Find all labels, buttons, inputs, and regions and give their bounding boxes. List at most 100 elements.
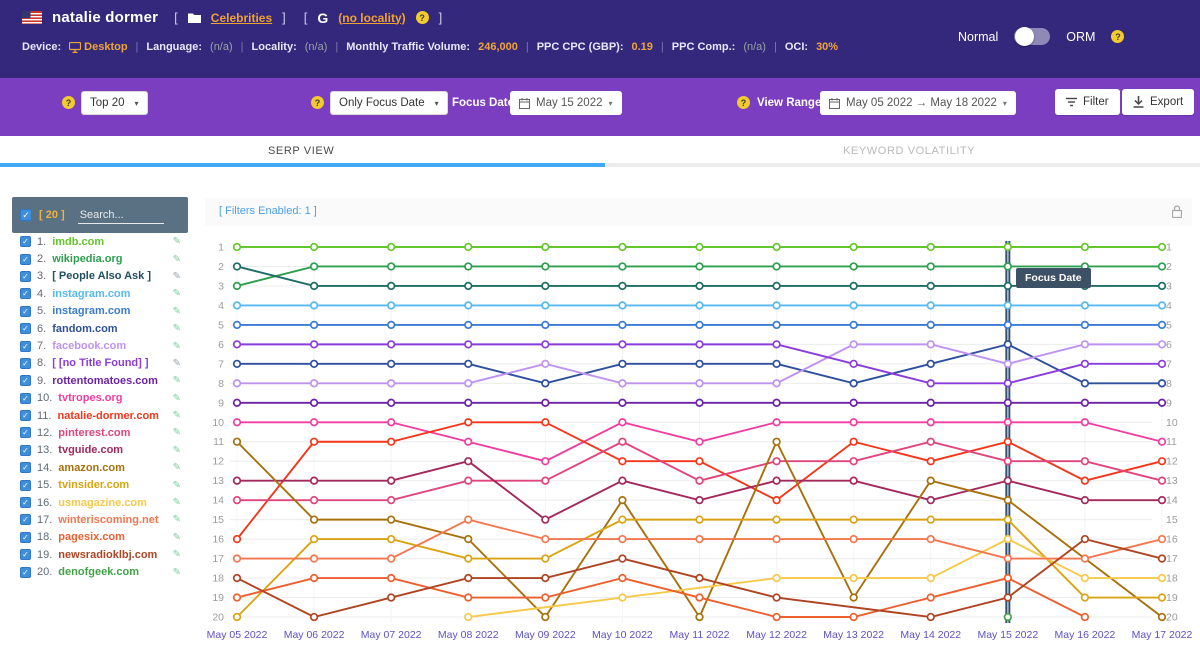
top-n-select[interactable]: Top 20 ▾ [81,91,148,115]
data-point[interactable] [1003,476,1012,485]
data-point[interactable] [309,359,319,368]
data-point[interactable] [232,281,242,291]
data-point[interactable] [387,515,396,524]
data-point[interactable] [695,573,704,583]
data-point[interactable] [926,573,935,583]
data-point[interactable] [541,281,550,291]
edit-pencil-icon[interactable]: ✎ [172,444,181,456]
data-point[interactable] [849,573,858,583]
data-point[interactable] [849,340,858,349]
data-point[interactable] [232,262,242,271]
data-point[interactable] [309,340,319,349]
data-point[interactable] [1003,496,1012,505]
data-point[interactable] [387,320,396,330]
data-point[interactable] [695,320,704,330]
data-point[interactable] [772,242,781,252]
data-point[interactable] [1003,281,1012,291]
data-point[interactable] [849,262,858,271]
data-point[interactable] [1080,593,1090,602]
data-point[interactable] [232,301,242,310]
row-checkbox[interactable]: ✓ [20,392,31,404]
data-point[interactable] [309,496,319,505]
data-point[interactable] [695,340,704,349]
data-point[interactable] [232,398,242,407]
data-point[interactable] [618,320,627,330]
row-checkbox[interactable]: ✓ [20,236,31,248]
data-point[interactable] [926,262,935,271]
data-point[interactable] [695,515,704,524]
data-point[interactable] [618,262,627,271]
orm-help-icon[interactable]: ? [1111,30,1125,43]
data-point[interactable] [926,301,935,310]
data-point[interactable] [1003,379,1012,388]
data-point[interactable] [1080,242,1090,252]
data-point[interactable] [541,515,550,524]
data-point[interactable] [387,379,396,388]
data-point[interactable] [1157,398,1167,407]
row-checkbox[interactable]: ✓ [20,357,31,369]
data-point[interactable] [232,242,242,252]
data-point[interactable] [464,476,473,485]
data-point[interactable] [232,573,242,583]
data-point[interactable] [926,437,935,446]
data-point[interactable] [541,534,550,544]
data-point[interactable] [618,515,627,524]
data-point[interactable] [309,515,319,524]
data-point[interactable] [541,262,550,271]
data-point[interactable] [849,301,858,310]
data-point[interactable] [618,301,627,310]
data-point[interactable] [695,593,704,602]
data-point[interactable] [309,476,319,485]
data-point[interactable] [926,515,935,524]
data-point[interactable] [1157,281,1167,291]
data-point[interactable] [1080,359,1090,368]
data-point[interactable] [464,593,473,602]
data-point[interactable] [232,340,242,349]
data-point[interactable] [541,612,550,622]
data-point[interactable] [1080,534,1090,544]
data-point[interactable] [1157,437,1167,446]
data-point[interactable] [387,437,396,446]
data-point[interactable] [1003,534,1012,544]
data-point[interactable] [695,612,704,622]
row-checkbox[interactable]: ✓ [20,427,31,439]
data-point[interactable] [926,359,935,368]
data-point[interactable] [1080,418,1090,427]
data-point[interactable] [849,320,858,330]
edit-pencil-icon[interactable]: ✎ [172,410,181,422]
data-point[interactable] [1157,379,1167,388]
data-point[interactable] [464,262,473,271]
data-point[interactable] [232,437,242,446]
data-point[interactable] [1003,612,1012,622]
data-point[interactable] [926,379,935,388]
data-point[interactable] [849,359,858,368]
data-point[interactable] [618,281,627,291]
data-point[interactable] [849,398,858,407]
edit-pencil-icon[interactable]: ✎ [172,549,181,561]
data-point[interactable] [1003,340,1012,349]
data-point[interactable] [541,573,550,583]
date-mode-select[interactable]: Only Focus Date ▾ [330,91,448,115]
data-point[interactable] [309,554,319,563]
data-point[interactable] [772,496,781,505]
data-point[interactable] [1003,554,1012,563]
data-point[interactable] [464,242,473,252]
data-point[interactable] [309,242,319,252]
edit-pencil-icon[interactable]: ✎ [172,253,181,265]
data-point[interactable] [772,593,781,602]
data-point[interactable] [541,457,550,466]
data-point[interactable] [695,398,704,407]
data-point[interactable] [1080,320,1090,330]
data-point[interactable] [695,496,704,505]
data-point[interactable] [387,554,396,563]
data-point[interactable] [849,593,858,602]
data-point[interactable] [1003,593,1012,602]
data-point[interactable] [695,534,704,544]
data-point[interactable] [232,418,242,427]
data-point[interactable] [772,359,781,368]
data-point[interactable] [1003,418,1012,427]
data-point[interactable] [695,457,704,466]
edit-pencil-icon[interactable]: ✎ [172,323,181,335]
edit-pencil-icon[interactable]: ✎ [172,340,181,352]
data-point[interactable] [1080,476,1090,485]
